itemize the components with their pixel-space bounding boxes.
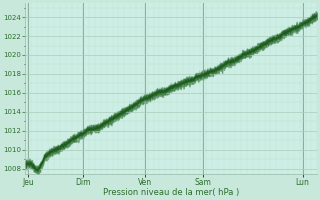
X-axis label: Pression niveau de la mer( hPa ): Pression niveau de la mer( hPa ) [103, 188, 239, 197]
